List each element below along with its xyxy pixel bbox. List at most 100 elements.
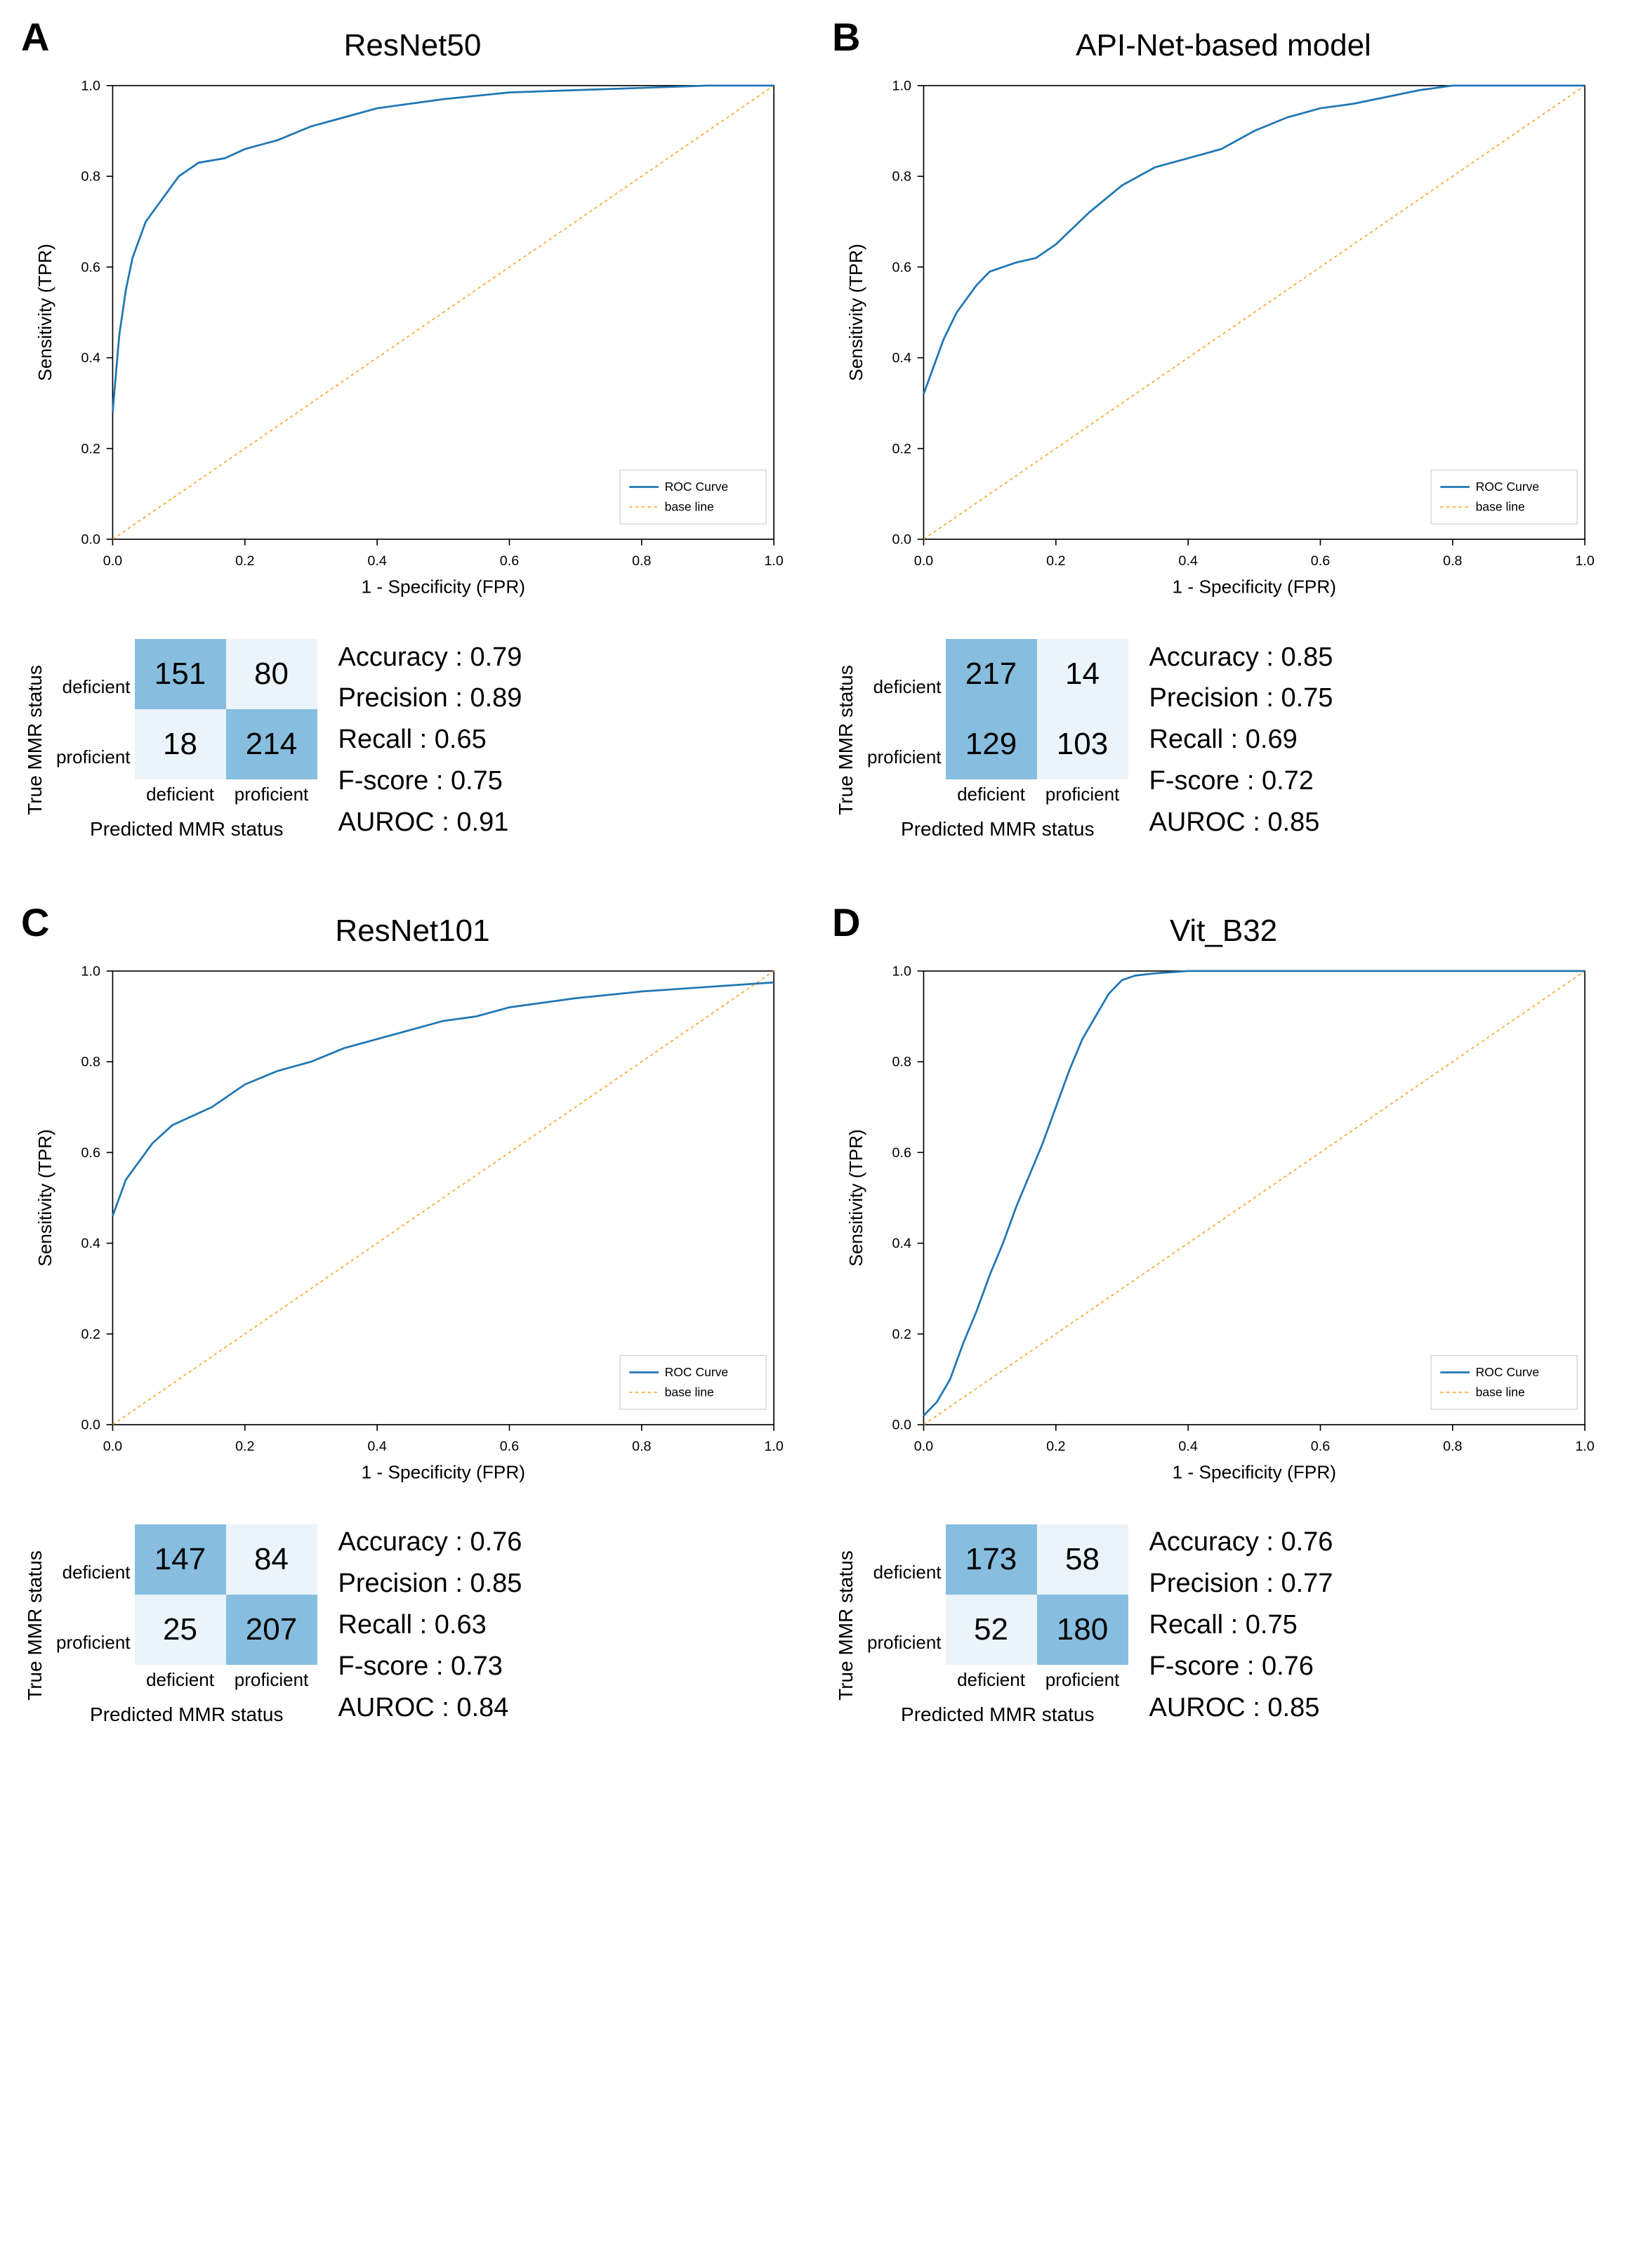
roc-plot: 0.00.00.20.20.40.40.60.60.80.81.01.0 1 -…	[28, 70, 797, 609]
metric-precision: Precision : 0.85	[338, 1563, 522, 1604]
metric-fscore: F-score : 0.76	[1149, 1646, 1333, 1687]
svg-text:0.8: 0.8	[892, 1055, 911, 1070]
metric-accuracy: Accuracy : 0.85	[1149, 637, 1333, 678]
metric-auroc: AUROC : 0.85	[1149, 802, 1333, 843]
confusion-matrix: True MMR status deficientproficient 2171…	[867, 639, 1128, 840]
cm-row-labels: deficientproficient	[867, 652, 942, 793]
svg-text:0.6: 0.6	[81, 1145, 100, 1161]
svg-text:1.0: 1.0	[892, 963, 911, 979]
metric-recall: Recall : 0.63	[338, 1604, 522, 1646]
metric-precision: Precision : 0.89	[338, 678, 522, 719]
svg-text:1.0: 1.0	[1575, 1439, 1594, 1454]
cm-cell-1-0: 129	[946, 709, 1037, 779]
figure-grid: A ResNet50 0.00.00.20.20.40.40.60.60.80.…	[28, 28, 1608, 1729]
svg-text:0.0: 0.0	[914, 553, 933, 569]
svg-text:Sensitivity (TPR): Sensitivity (TPR)	[845, 1129, 866, 1267]
svg-text:0.2: 0.2	[81, 441, 100, 456]
svg-text:0.6: 0.6	[500, 1439, 519, 1454]
cm-cell-0-1: 58	[1037, 1524, 1128, 1595]
svg-text:0.4: 0.4	[367, 553, 386, 569]
confusion-matrix: True MMR status deficientproficient 1735…	[867, 1524, 1128, 1726]
roc-plot: 0.00.00.20.20.40.40.60.60.80.81.01.0 1 -…	[28, 956, 797, 1494]
panel-C: C ResNet101 0.00.00.20.20.40.40.60.60.80…	[28, 914, 797, 1729]
panel-letter: A	[21, 14, 49, 60]
svg-text:ROC Curve: ROC Curve	[665, 1365, 729, 1379]
metric-recall: Recall : 0.75	[1149, 1604, 1333, 1646]
cm-row-labels: deficientproficient	[867, 1538, 942, 1678]
cm-xlabel: Predicted MMR status	[90, 818, 283, 840]
panel-letter: C	[21, 899, 49, 945]
panel-letter: D	[832, 899, 860, 945]
roc-plot: 0.00.00.20.20.40.40.60.60.80.81.01.0 1 -…	[839, 956, 1608, 1494]
cm-cell-0-0: 173	[946, 1524, 1037, 1595]
svg-text:base line: base line	[1476, 499, 1525, 513]
svg-text:0.8: 0.8	[892, 169, 911, 185]
metric-accuracy: Accuracy : 0.79	[338, 637, 522, 678]
svg-text:0.4: 0.4	[81, 350, 100, 366]
svg-text:1.0: 1.0	[81, 963, 100, 979]
panel-title: ResNet101	[28, 914, 797, 949]
cm-col-labels: deficientproficient	[135, 784, 317, 805]
svg-text:0.6: 0.6	[892, 260, 911, 275]
cm-cell-0-0: 217	[946, 639, 1037, 709]
svg-text:ROC Curve: ROC Curve	[1476, 1365, 1540, 1379]
svg-text:0.2: 0.2	[892, 441, 911, 456]
cm-ylabel: True MMR status	[24, 1550, 46, 1701]
panel-letter: B	[832, 14, 860, 60]
svg-text:0.0: 0.0	[914, 1439, 933, 1454]
metric-accuracy: Accuracy : 0.76	[338, 1522, 522, 1563]
cm-ylabel: True MMR status	[835, 665, 857, 815]
svg-text:base line: base line	[665, 499, 714, 513]
svg-text:0.4: 0.4	[1178, 553, 1197, 569]
cm-cell-1-1: 103	[1037, 709, 1128, 779]
metric-fscore: F-score : 0.73	[338, 1646, 522, 1687]
metric-accuracy: Accuracy : 0.76	[1149, 1522, 1333, 1563]
metric-recall: Recall : 0.69	[1149, 719, 1333, 760]
cm-cell-0-1: 80	[226, 639, 317, 709]
svg-text:0.6: 0.6	[1311, 1439, 1330, 1454]
svg-text:1.0: 1.0	[81, 78, 100, 93]
metric-auroc: AUROC : 0.84	[338, 1687, 522, 1729]
cm-xlabel: Predicted MMR status	[90, 1703, 283, 1726]
cm-cell-1-1: 207	[226, 1595, 317, 1665]
svg-text:0.0: 0.0	[892, 532, 911, 548]
cm-cell-0-0: 151	[135, 639, 226, 709]
metrics-list: Accuracy : 0.79 Precision : 0.89 Recall …	[338, 637, 522, 843]
svg-text:1 - Specificity (FPR): 1 - Specificity (FPR)	[362, 576, 526, 598]
svg-text:0.6: 0.6	[500, 553, 519, 569]
svg-text:0.8: 0.8	[81, 169, 100, 185]
cm-ylabel: True MMR status	[835, 1550, 857, 1701]
svg-text:0.8: 0.8	[81, 1055, 100, 1070]
svg-text:0.8: 0.8	[1443, 553, 1462, 569]
cm-cell-0-1: 84	[226, 1524, 317, 1595]
svg-text:0.8: 0.8	[632, 1439, 651, 1454]
metric-auroc: AUROC : 0.85	[1149, 1687, 1333, 1729]
svg-text:1.0: 1.0	[764, 1439, 783, 1454]
panel-title: API-Net-based model	[839, 28, 1608, 63]
panel-D: D Vit_B32 0.00.00.20.20.40.40.60.60.80.8…	[839, 914, 1608, 1729]
confusion-matrix: True MMR status deficientproficient 1478…	[56, 1524, 317, 1726]
metric-auroc: AUROC : 0.91	[338, 802, 522, 843]
svg-text:0.2: 0.2	[235, 1439, 254, 1454]
svg-text:Sensitivity (TPR): Sensitivity (TPR)	[34, 244, 55, 381]
cm-col-labels: deficientproficient	[946, 784, 1128, 805]
cm-row-labels: deficientproficient	[56, 1538, 131, 1678]
svg-text:0.6: 0.6	[81, 260, 100, 275]
svg-text:1.0: 1.0	[1575, 553, 1594, 569]
svg-text:ROC Curve: ROC Curve	[665, 480, 729, 494]
cm-xlabel: Predicted MMR status	[901, 1703, 1094, 1726]
svg-text:Sensitivity (TPR): Sensitivity (TPR)	[845, 244, 866, 381]
metric-precision: Precision : 0.77	[1149, 1563, 1333, 1604]
svg-text:0.2: 0.2	[1046, 553, 1065, 569]
svg-text:0.2: 0.2	[81, 1326, 100, 1342]
svg-text:0.0: 0.0	[103, 1439, 122, 1454]
svg-text:0.0: 0.0	[103, 553, 122, 569]
svg-text:0.2: 0.2	[1046, 1439, 1065, 1454]
svg-text:Sensitivity (TPR): Sensitivity (TPR)	[34, 1129, 55, 1267]
panel-title: ResNet50	[28, 28, 797, 63]
roc-plot: 0.00.00.20.20.40.40.60.60.80.81.01.0 1 -…	[839, 70, 1608, 609]
cm-cell-0-1: 14	[1037, 639, 1128, 709]
svg-text:base line: base line	[1476, 1385, 1525, 1399]
metric-recall: Recall : 0.65	[338, 719, 522, 760]
svg-text:0.8: 0.8	[632, 553, 651, 569]
